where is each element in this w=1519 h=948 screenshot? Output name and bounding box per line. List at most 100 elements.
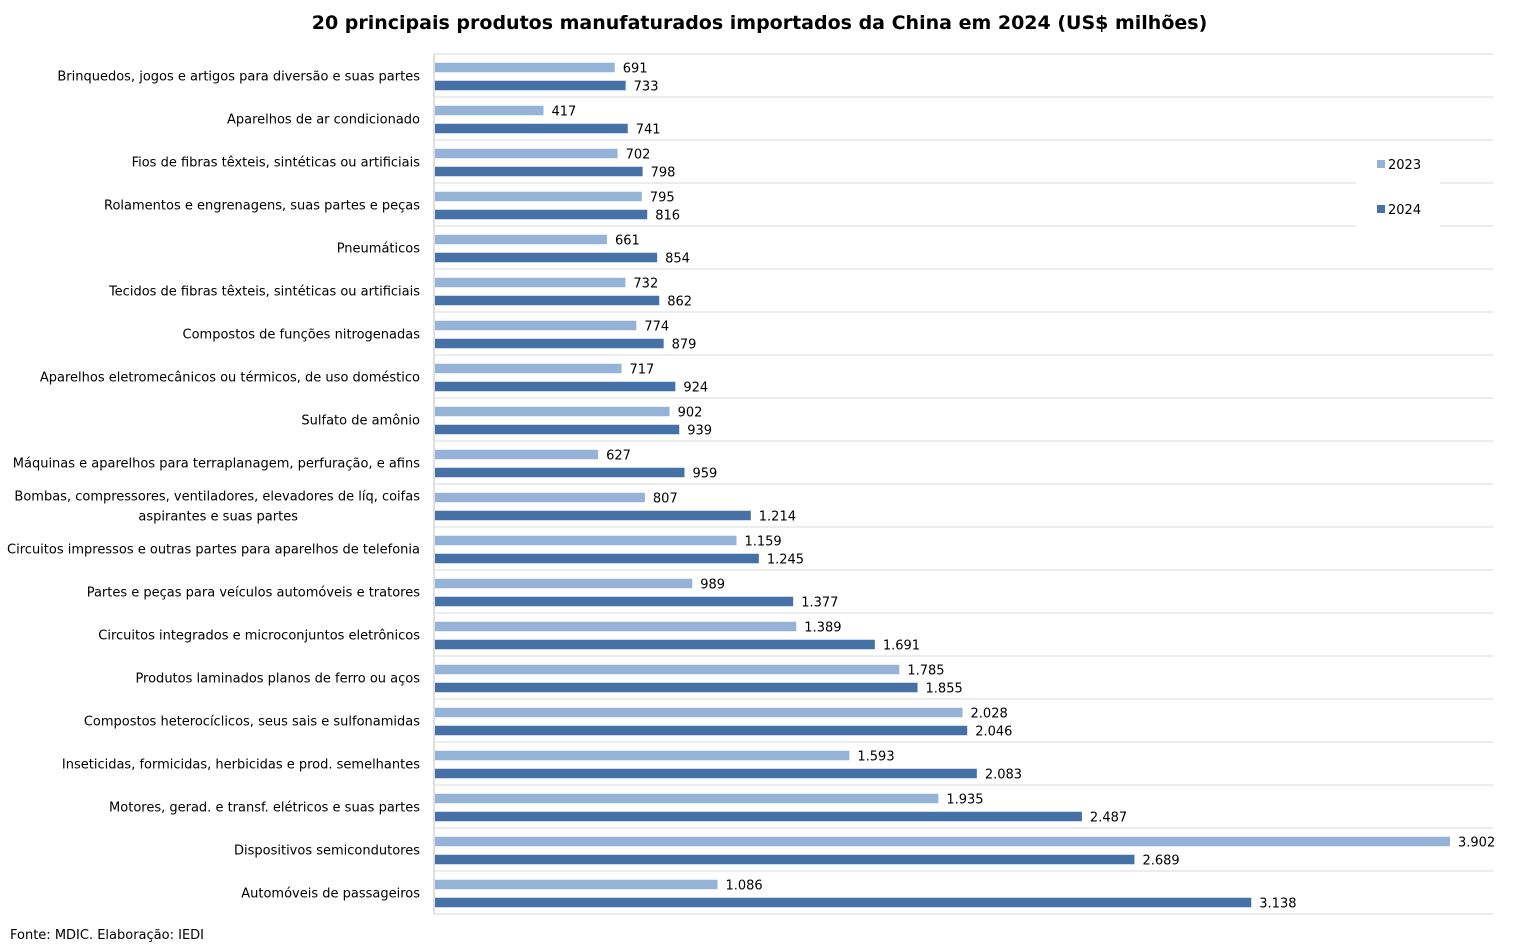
data-label-2023: 702 [626,148,651,163]
category-label: Produtos laminados planos de ferro ou aç… [135,672,420,687]
bar-2024 [435,381,676,392]
bar-2024 [435,252,658,263]
data-label-2023: 661 [615,234,640,249]
data-label-2024: 798 [651,166,676,181]
legend-swatch-2023 [1377,160,1385,168]
bar-2023 [435,234,607,245]
data-label-2023: 2.028 [971,707,1008,722]
category-label: Aparelhos eletromecânicos ou térmicos, d… [40,371,420,386]
bar-2023 [435,62,615,73]
bars [435,62,1450,908]
data-label-2023: 1.593 [857,750,894,765]
bar-2023 [435,535,737,546]
data-label-2024: 1.245 [767,553,804,568]
data-label-2023: 1.086 [725,879,762,894]
category-label: Partes e peças para veículos automóveis … [87,586,421,601]
data-label-2023: 795 [650,191,675,206]
data-label-2023: 774 [644,320,669,335]
data-label-2024: 862 [667,295,692,310]
bar-2024 [435,80,626,91]
category-label: Compostos heterocíclicos, seus sais e su… [84,715,420,730]
bar-2023 [435,836,1450,847]
data-label-2024: 939 [687,424,712,439]
bar-2024 [435,682,918,693]
bar-2024 [435,768,977,779]
legend: 2023 2024 [1377,158,1421,218]
data-label-2023: 902 [678,406,703,421]
data-label-2024: 3.138 [1259,897,1296,912]
bar-2023 [435,879,718,890]
bar-2023 [435,191,642,202]
data-label-2023: 627 [606,449,631,464]
data-label-2023: 691 [623,62,648,77]
bar-2024 [435,166,643,177]
data-label-2023: 1.159 [744,535,781,550]
bar-2023 [435,793,939,804]
category-label: Compostos de funções nitrogenadas [183,328,421,343]
legend-label-2023: 2023 [1388,158,1421,173]
bar-2024 [435,811,1082,822]
bar-2023 [435,363,622,374]
data-label-2024: 1.855 [926,682,963,697]
data-label-2023: 3.902 [1458,836,1495,851]
data-label-2023: 989 [700,578,725,593]
bar-2023 [435,277,626,288]
bar-2023 [435,664,900,675]
legend-background [1356,142,1440,228]
bar-2024 [435,897,1252,908]
data-label-2024: 733 [634,80,659,95]
category-label: Fios de fibras têxteis, sintéticas ou ar… [132,156,421,171]
category-label: Circuitos impressos e outras partes para… [7,543,420,558]
bar-2024 [435,338,664,349]
bar-2023 [435,320,637,331]
bar-2024 [435,639,875,650]
data-label-2024: 854 [665,252,690,267]
data-label-2023: 1.785 [907,664,944,679]
category-label: Bombas, compressores, ventiladores, elev… [14,490,420,505]
category-label: Brinquedos, jogos e artigos para diversã… [57,70,420,85]
data-label-2024: 741 [636,123,661,138]
chart-title: 20 principais produtos manufaturados imp… [311,12,1208,34]
category-label: Inseticidas, formicidas, herbicidas e pr… [62,758,420,773]
bar-2024 [435,424,680,435]
bar-2024 [435,295,660,306]
data-label-2023: 1.935 [946,793,983,808]
bar-2024 [435,854,1135,865]
bar-2023 [435,105,544,116]
category-label: Máquinas e aparelhos para terraplanagem,… [13,457,420,472]
data-label-2023: 732 [633,277,658,292]
category-label: Automóveis de passageiros [241,887,420,902]
bar-2023 [435,449,599,460]
bar-2024 [435,467,685,478]
bar-2023 [435,406,670,417]
data-label-2023: 1.389 [804,621,841,636]
data-label-2024: 816 [655,209,680,224]
data-label-2024: 1.691 [883,639,920,654]
bar-2024 [435,123,628,134]
bar-2024 [435,209,648,220]
data-label-2024: 924 [683,381,708,396]
data-label-2023: 417 [551,105,576,120]
category-label: Sulfato de amônio [301,414,420,429]
category-labels: Brinquedos, jogos e artigos para diversã… [7,70,420,902]
category-label: Motores, gerad. e transf. elétricos e su… [109,801,420,816]
bar-2024 [435,596,794,607]
category-label-line2: aspirantes e suas partes [138,510,298,525]
bar-2024 [435,553,759,564]
data-label-2024: 959 [692,467,717,482]
legend-swatch-2024 [1377,205,1385,213]
legend-label-2024: 2024 [1388,203,1421,218]
category-label: Rolamentos e engrenagens, suas partes e … [104,199,420,214]
bar-2023 [435,578,693,589]
category-label: Tecidos de fibras têxteis, sintéticas ou… [108,285,420,300]
data-label-2024: 879 [672,338,697,353]
data-label-2024: 1.214 [759,510,796,525]
bar-2023 [435,750,850,761]
category-label: Pneumáticos [337,242,421,257]
bar-2023 [435,148,618,159]
bar-2024 [435,725,968,736]
bar-2024 [435,510,751,521]
data-label-2024: 2.083 [985,768,1022,783]
